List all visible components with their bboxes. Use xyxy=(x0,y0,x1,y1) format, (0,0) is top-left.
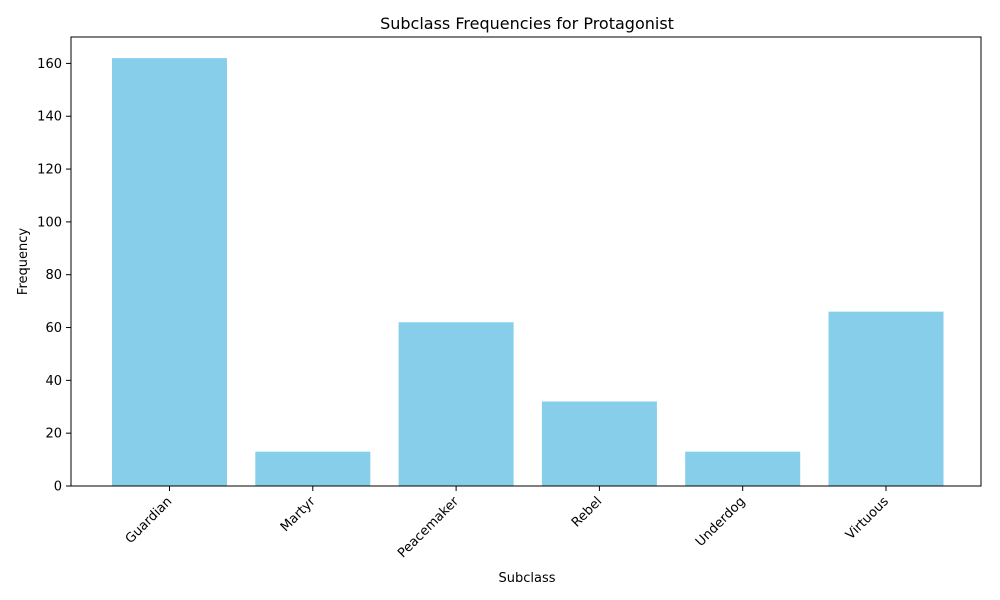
bar-guardian xyxy=(112,58,227,486)
y-tick-label: 40 xyxy=(45,374,62,389)
y-axis: 0 20 40 60 80 100 120 140 160 xyxy=(37,57,71,495)
y-tick-label: 0 xyxy=(54,480,62,495)
bar-peacemaker xyxy=(398,322,514,486)
y-tick-label: 80 xyxy=(45,268,62,283)
bar-martyr xyxy=(255,451,371,486)
y-tick-label: 140 xyxy=(37,110,62,125)
bar-underdog xyxy=(685,451,801,486)
y-axis-label: Frequency xyxy=(16,228,31,295)
bar-rebel xyxy=(541,401,657,486)
x-axis-label: Subclass xyxy=(498,571,555,586)
y-tick-label: 20 xyxy=(45,427,62,442)
y-tick-label: 100 xyxy=(37,215,62,230)
chart-title: Subclass Frequencies for Protagonist xyxy=(380,14,674,33)
y-tick-label: 120 xyxy=(37,163,62,178)
y-tick-label: 60 xyxy=(45,321,62,336)
y-tick-label: 160 xyxy=(37,57,62,72)
plot-frame xyxy=(70,36,982,487)
bars-group xyxy=(112,58,944,486)
bar-virtuous xyxy=(828,311,944,486)
